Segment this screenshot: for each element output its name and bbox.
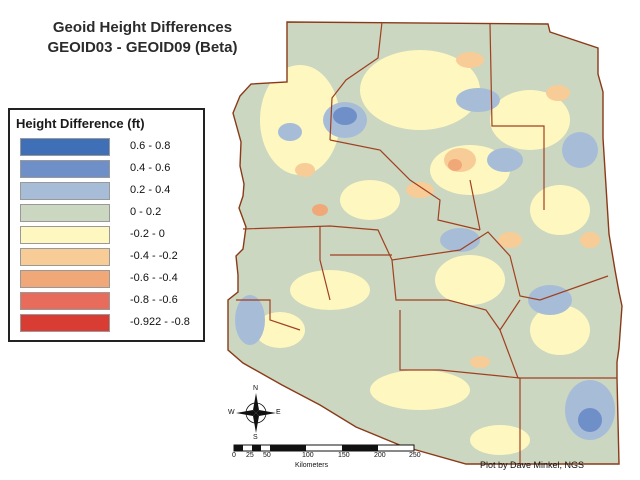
scale-tick: 100 — [302, 452, 314, 459]
plot-credit: Plot by Dave Minkel, NGS — [480, 460, 585, 470]
legend-swatch — [20, 248, 110, 266]
legend-item: -0.922 - -0.8 — [20, 314, 200, 334]
legend-label: 0.4 - 0.6 — [130, 162, 171, 174]
legend-swatch — [20, 204, 110, 222]
legend-label: 0.6 - 0.8 — [130, 140, 171, 152]
scale-tick: 250 — [409, 452, 421, 459]
legend-label: -0.2 - 0 — [130, 228, 165, 240]
legend-item: -0.6 - -0.4 — [20, 270, 200, 290]
legend-item: -0.8 - -0.6 — [20, 292, 200, 312]
legend-swatch — [20, 182, 110, 200]
legend-swatch — [20, 138, 110, 156]
scale-tick: 0 — [232, 452, 236, 459]
legend: Height Difference (ft) 0.6 - 0.8 0.4 - 0… — [8, 108, 205, 342]
legend-item: 0 - 0.2 — [20, 204, 200, 224]
legend-label: 0 - 0.2 — [130, 206, 162, 218]
compass-star-icon — [236, 393, 276, 433]
legend-item: -0.4 - -0.2 — [20, 248, 200, 268]
scale-tick: 150 — [338, 452, 350, 459]
scale-tick: 25 — [246, 452, 254, 459]
legend-item: -0.2 - 0 — [20, 226, 200, 246]
legend-swatch — [20, 292, 110, 310]
compass-w: W — [228, 409, 235, 416]
compass-e: E — [276, 409, 281, 416]
legend-swatch — [20, 314, 110, 332]
scale-tick: 50 — [263, 452, 271, 459]
compass-rose-icon: N S E W — [226, 385, 286, 445]
compass-n: N — [253, 385, 259, 392]
legend-item: 0.2 - 0.4 — [20, 182, 200, 202]
legend-label: 0.2 - 0.4 — [130, 184, 171, 196]
scale-bar: 0 25 50 100 150 200 250 — [226, 442, 426, 472]
legend-label: -0.6 - -0.4 — [130, 272, 178, 284]
legend-title: Height Difference (ft) — [16, 116, 145, 131]
state-boundary — [227, 21, 623, 465]
legend-label: -0.922 - -0.8 — [130, 316, 190, 328]
legend-swatch — [20, 270, 110, 288]
map-title: Geoid Height Differences — [52, 19, 233, 36]
geoid-difference-surface — [228, 22, 622, 464]
legend-swatch — [20, 160, 110, 178]
scale-unit-label: Kilometers — [295, 462, 329, 469]
legend-item: 0.6 - 0.8 — [20, 138, 200, 158]
county-boundaries — [236, 21, 617, 464]
legend-label: -0.8 - -0.6 — [130, 294, 178, 306]
scale-bar-graphic — [233, 444, 415, 452]
map-subtitle: GEOID03 - GEOID09 (Beta) — [47, 39, 238, 56]
scale-tick: 200 — [374, 452, 386, 459]
legend-label: -0.4 - -0.2 — [130, 250, 178, 262]
legend-item: 0.4 - 0.6 — [20, 160, 200, 180]
legend-swatch — [20, 226, 110, 244]
compass-s: S — [253, 434, 258, 441]
